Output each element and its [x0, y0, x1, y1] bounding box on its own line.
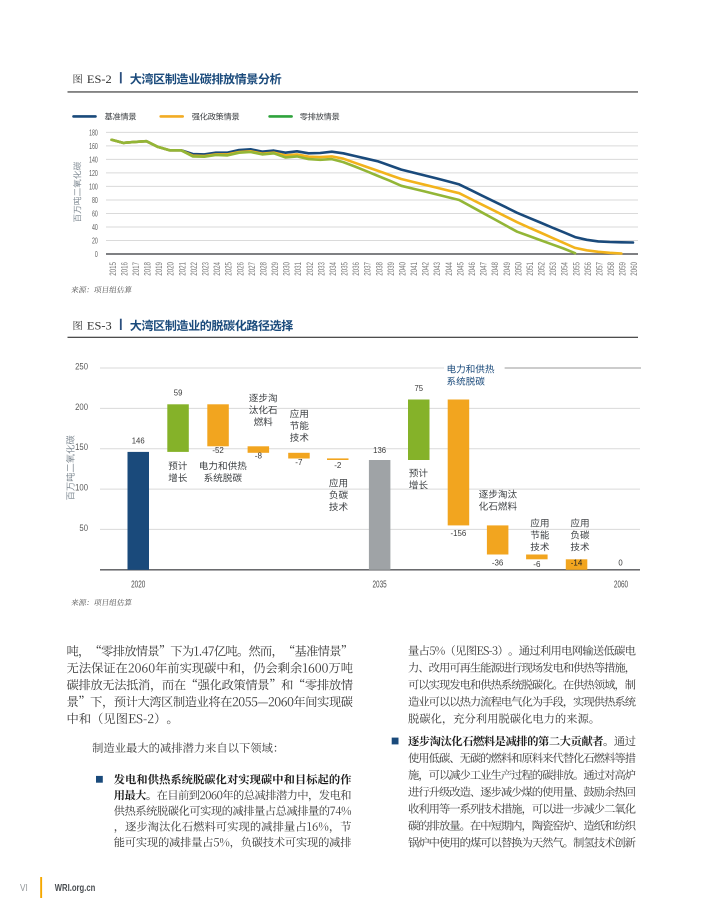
svg-text:100: 100: [75, 483, 88, 493]
svg-text:180: 180: [89, 127, 98, 137]
svg-text:-6: -6: [533, 559, 540, 569]
svg-text:2024: 2024: [212, 262, 222, 276]
svg-text:-36: -36: [492, 557, 504, 567]
svg-text:2036: 2036: [351, 262, 361, 276]
svg-text:2025: 2025: [224, 262, 234, 276]
svg-text:100: 100: [89, 181, 98, 191]
svg-text:2018: 2018: [143, 262, 153, 276]
svg-text:2045: 2045: [455, 262, 465, 276]
svg-text:2029: 2029: [270, 262, 280, 276]
svg-text:2046: 2046: [467, 262, 477, 276]
svg-text:-52: -52: [212, 445, 224, 455]
svg-text:2060: 2060: [629, 262, 639, 276]
svg-text:0: 0: [618, 557, 622, 567]
svg-text:2053: 2053: [548, 262, 558, 276]
svg-text:80: 80: [92, 195, 98, 205]
svg-text:2058: 2058: [606, 262, 616, 276]
svg-text:2028: 2028: [258, 262, 268, 276]
svg-text:2030: 2030: [282, 262, 292, 276]
svg-text:2022: 2022: [189, 262, 199, 276]
svg-text:2032: 2032: [305, 262, 315, 276]
svg-text:WRI.org.cn: WRI.org.cn: [55, 883, 96, 894]
svg-text:2017: 2017: [131, 262, 141, 276]
svg-text:2021: 2021: [177, 262, 187, 276]
svg-text:2042: 2042: [421, 262, 431, 276]
svg-text:2034: 2034: [328, 262, 338, 276]
svg-text:0: 0: [95, 249, 98, 259]
svg-text:2050: 2050: [513, 262, 523, 276]
svg-text:60: 60: [92, 209, 98, 219]
svg-text:2037: 2037: [363, 262, 373, 276]
svg-text:-8: -8: [255, 451, 262, 461]
svg-text:2019: 2019: [154, 262, 164, 276]
svg-text:160: 160: [89, 141, 98, 151]
svg-text:-156: -156: [451, 528, 467, 538]
svg-text:2044: 2044: [444, 262, 454, 276]
svg-text:2039: 2039: [386, 262, 396, 276]
svg-text:59: 59: [174, 387, 183, 397]
svg-text:2033: 2033: [316, 262, 326, 276]
svg-text:200: 200: [75, 402, 88, 412]
svg-text:2016: 2016: [119, 262, 129, 276]
svg-text:75: 75: [415, 383, 424, 393]
svg-text:2015: 2015: [108, 262, 118, 276]
svg-text:2049: 2049: [502, 262, 512, 276]
svg-text:2035: 2035: [373, 579, 387, 590]
svg-text:ES-3: ES-3: [87, 320, 112, 333]
svg-text:2060: 2060: [614, 579, 628, 590]
svg-text:-14: -14: [571, 558, 583, 568]
svg-text:120: 120: [89, 168, 98, 178]
svg-text:2052: 2052: [537, 262, 547, 276]
svg-text:140: 140: [89, 154, 98, 164]
svg-text:2035: 2035: [340, 262, 350, 276]
svg-text:2051: 2051: [525, 262, 535, 276]
svg-text:20: 20: [92, 236, 98, 246]
svg-text:250: 250: [75, 362, 88, 372]
svg-text:2023: 2023: [201, 262, 211, 276]
svg-text:50: 50: [79, 523, 88, 533]
svg-text:2040: 2040: [398, 262, 408, 276]
svg-text:2020: 2020: [166, 262, 176, 276]
svg-text:-7: -7: [295, 457, 302, 467]
svg-text:VI: VI: [20, 882, 28, 894]
svg-text:-2: -2: [334, 460, 341, 470]
svg-text:2026: 2026: [235, 262, 245, 276]
svg-text:2041: 2041: [409, 262, 419, 276]
svg-text:2056: 2056: [583, 262, 593, 276]
svg-text:2059: 2059: [618, 262, 628, 276]
svg-text:ES-2: ES-2: [87, 73, 112, 86]
svg-text:2054: 2054: [560, 262, 570, 276]
svg-text:2047: 2047: [479, 262, 489, 276]
svg-text:2027: 2027: [247, 262, 257, 276]
svg-text:2031: 2031: [293, 262, 303, 276]
svg-text:2057: 2057: [595, 262, 605, 276]
svg-text:2020: 2020: [131, 579, 145, 590]
svg-text:2038: 2038: [374, 262, 384, 276]
svg-text:2043: 2043: [432, 262, 442, 276]
svg-text:2055: 2055: [571, 262, 581, 276]
svg-text:40: 40: [92, 222, 98, 232]
svg-text:146: 146: [132, 436, 145, 446]
svg-text:150: 150: [75, 442, 88, 452]
svg-text:136: 136: [373, 445, 386, 455]
svg-text:2048: 2048: [490, 262, 500, 276]
